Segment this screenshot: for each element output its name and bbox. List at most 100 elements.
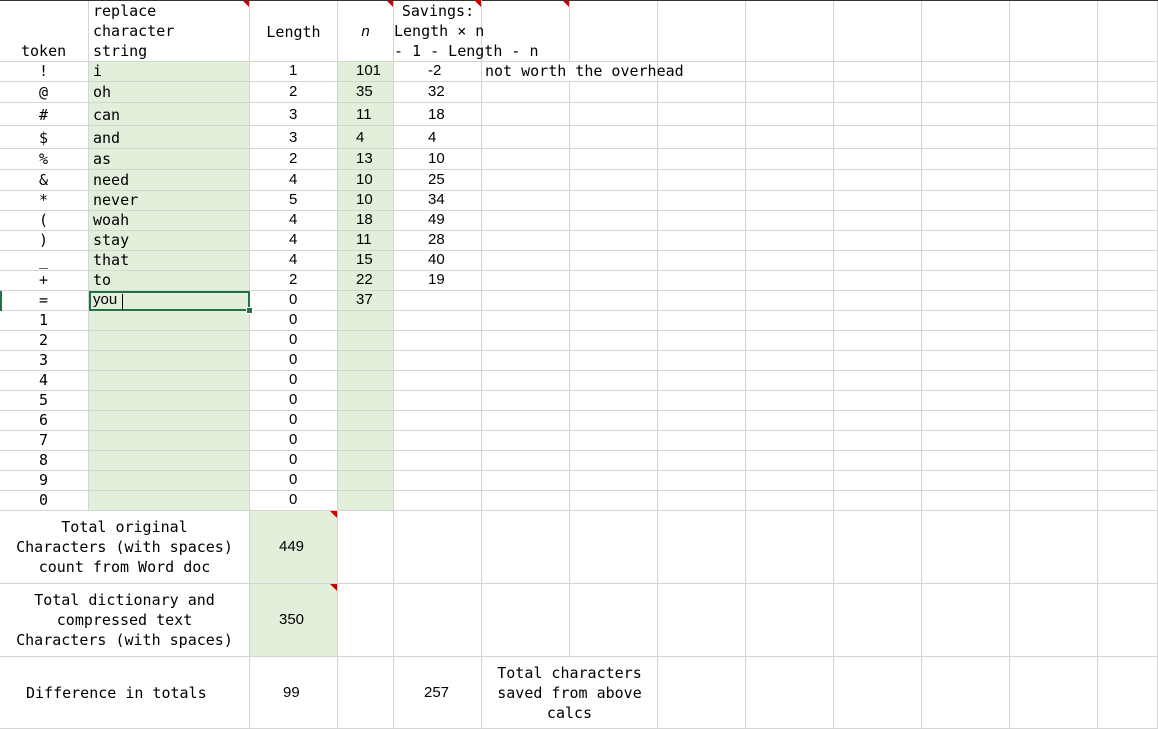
replace-string-cell[interactable]: never xyxy=(89,191,250,211)
empty-cell[interactable] xyxy=(922,411,1010,431)
empty-cell[interactable] xyxy=(394,511,482,584)
empty-cell[interactable] xyxy=(482,251,570,271)
empty-cell[interactable] xyxy=(834,311,922,331)
replace-string-cell[interactable]: that xyxy=(89,251,250,271)
empty-cell[interactable] xyxy=(658,211,746,231)
empty-cell[interactable] xyxy=(746,491,834,511)
empty-cell[interactable] xyxy=(922,451,1010,471)
empty-cell[interactable] xyxy=(1010,291,1098,311)
replace-string-cell[interactable]: to xyxy=(89,271,250,291)
empty-cell[interactable] xyxy=(1098,584,1158,657)
empty-cell[interactable] xyxy=(482,231,570,251)
empty-cell[interactable] xyxy=(1098,149,1158,170)
empty-cell[interactable] xyxy=(922,584,1010,657)
empty-cell[interactable] xyxy=(746,391,834,411)
empty-cell[interactable] xyxy=(834,351,922,371)
empty-cell[interactable] xyxy=(1010,62,1098,82)
empty-cell[interactable] xyxy=(1098,271,1158,291)
empty-cell[interactable] xyxy=(658,170,746,191)
empty-cell[interactable] xyxy=(482,584,570,657)
savings-cell[interactable] xyxy=(394,491,482,511)
token-cell[interactable]: @ xyxy=(0,82,89,103)
length-cell[interactable]: 3 xyxy=(250,126,338,149)
empty-cell[interactable] xyxy=(1098,411,1158,431)
empty-cell[interactable] xyxy=(1010,584,1098,657)
empty-cell[interactable] xyxy=(570,126,658,149)
empty-cell[interactable] xyxy=(658,251,746,271)
empty-cell[interactable] xyxy=(922,511,1010,584)
empty-cell[interactable] xyxy=(834,584,922,657)
savings-cell[interactable]: 18 xyxy=(394,103,482,126)
empty-cell[interactable] xyxy=(570,311,658,331)
empty-cell[interactable] xyxy=(1010,471,1098,491)
empty-cell[interactable] xyxy=(570,411,658,431)
replace-string-cell[interactable] xyxy=(89,371,250,391)
empty-cell[interactable] xyxy=(482,103,570,126)
empty-cell[interactable] xyxy=(922,291,1010,311)
empty-cell[interactable] xyxy=(746,471,834,491)
length-cell[interactable]: 0 xyxy=(250,491,338,511)
token-cell[interactable]: = xyxy=(0,291,89,311)
length-cell[interactable]: 2 xyxy=(250,271,338,291)
length-cell[interactable]: 5 xyxy=(250,191,338,211)
replace-string-cell[interactable]: you xyxy=(89,291,250,311)
empty-cell[interactable] xyxy=(1010,149,1098,170)
empty-cell[interactable] xyxy=(834,511,922,584)
empty-cell[interactable] xyxy=(922,371,1010,391)
savings-cell[interactable] xyxy=(394,391,482,411)
empty-cell[interactable] xyxy=(482,170,570,191)
empty-cell[interactable] xyxy=(482,311,570,331)
empty-cell[interactable] xyxy=(922,231,1010,251)
empty-cell[interactable] xyxy=(658,451,746,471)
empty-cell[interactable] xyxy=(922,471,1010,491)
replace-string-cell[interactable] xyxy=(89,471,250,491)
empty-cell[interactable] xyxy=(658,431,746,451)
token-cell[interactable]: & xyxy=(0,170,89,191)
token-cell[interactable]: 6 xyxy=(0,411,89,431)
empty-cell[interactable] xyxy=(834,291,922,311)
empty-cell[interactable] xyxy=(1010,451,1098,471)
note-cell[interactable]: not worth the overhead xyxy=(482,62,684,82)
empty-cell[interactable] xyxy=(746,511,834,584)
empty-cell[interactable] xyxy=(570,451,658,471)
empty-cell[interactable] xyxy=(482,149,570,170)
empty-cell[interactable] xyxy=(658,471,746,491)
empty-cell[interactable] xyxy=(1010,511,1098,584)
replace-string-cell[interactable] xyxy=(89,391,250,411)
n-cell[interactable] xyxy=(338,411,394,431)
savings-cell[interactable] xyxy=(394,371,482,391)
token-cell[interactable]: % xyxy=(0,149,89,170)
empty-cell[interactable] xyxy=(570,471,658,491)
empty-cell[interactable] xyxy=(834,451,922,471)
empty-cell[interactable] xyxy=(922,431,1010,451)
token-cell[interactable]: 4 xyxy=(0,371,89,391)
empty-cell[interactable] xyxy=(1010,657,1098,729)
empty-cell[interactable] xyxy=(658,371,746,391)
token-cell[interactable]: 8 xyxy=(0,451,89,471)
empty-cell[interactable] xyxy=(482,331,570,351)
total-dictionary-label[interactable]: Total dictionary and compressed text Chara… xyxy=(0,584,250,657)
empty-cell[interactable] xyxy=(746,451,834,471)
token-cell[interactable]: $ xyxy=(0,126,89,149)
empty-cell[interactable] xyxy=(746,351,834,371)
n-cell[interactable]: 37 xyxy=(338,291,394,311)
empty-cell[interactable] xyxy=(482,411,570,431)
token-cell[interactable]: 9 xyxy=(0,471,89,491)
empty-cell[interactable] xyxy=(834,471,922,491)
empty-cell[interactable] xyxy=(746,291,834,311)
replace-string-cell[interactable]: oh xyxy=(89,82,250,103)
length-cell[interactable]: 0 xyxy=(250,451,338,471)
empty-cell[interactable] xyxy=(658,0,746,62)
empty-cell[interactable] xyxy=(570,511,658,584)
savings-cell[interactable]: -2 xyxy=(394,62,482,82)
empty-cell[interactable] xyxy=(570,251,658,271)
empty-cell[interactable] xyxy=(1010,311,1098,331)
savings-cell[interactable]: 34 xyxy=(394,191,482,211)
empty-cell[interactable] xyxy=(1010,126,1098,149)
empty-cell[interactable] xyxy=(834,657,922,729)
comment-indicator-icon[interactable] xyxy=(242,0,249,7)
empty-cell[interactable] xyxy=(922,103,1010,126)
empty-cell[interactable] xyxy=(746,331,834,351)
empty-cell[interactable] xyxy=(746,82,834,103)
empty-cell[interactable] xyxy=(1098,511,1158,584)
